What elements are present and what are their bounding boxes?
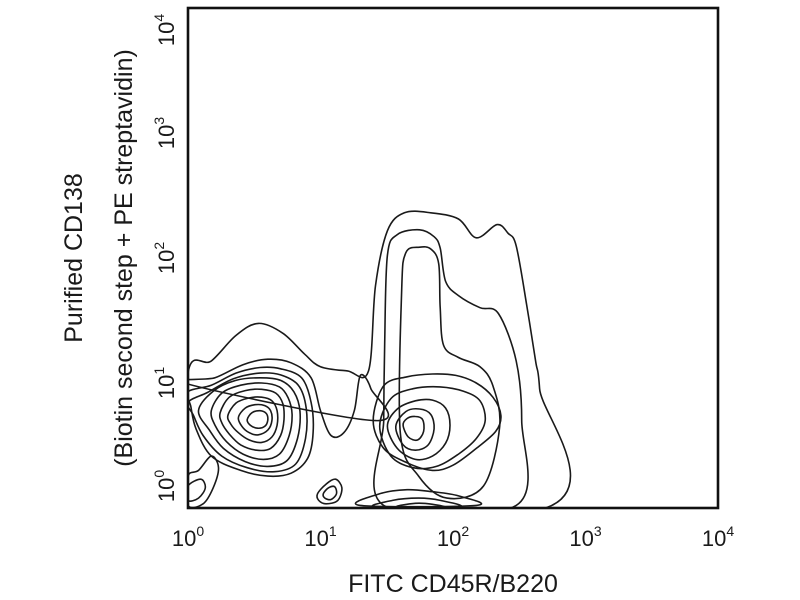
- contour-line-l8: [237, 403, 273, 436]
- contour-line-l6: [218, 388, 285, 452]
- contour-line-c6: [386, 398, 451, 461]
- contour-line-l4: [197, 377, 301, 468]
- contour-line-outer: [188, 210, 572, 508]
- contour-line-b2: [188, 478, 207, 502]
- contour-line-c2: [373, 228, 529, 508]
- y-axis-subtitle: (Biotin second step + PE streptavidin): [110, 49, 138, 467]
- contour-line-l9: [246, 409, 269, 430]
- y-tick-label: 101: [151, 367, 179, 399]
- contour-line-l7: [226, 396, 279, 444]
- contour-line-b3: [316, 478, 343, 505]
- plot-frame: [186, 6, 720, 510]
- contour-line-l1: [188, 358, 390, 439]
- x-tick-label: 104: [702, 523, 734, 551]
- contour-line-l2: [188, 366, 315, 478]
- x-axis-title: FITC CD45R/B220: [348, 570, 558, 598]
- contour-line-c4: [372, 373, 502, 472]
- contour-line-c5: [378, 385, 487, 470]
- contour-line-l3: [188, 372, 308, 473]
- y-tick-label: 102: [151, 242, 179, 274]
- contour-line-c7: [394, 407, 435, 451]
- contour-line-b1: [188, 455, 220, 508]
- contour-line-b4: [322, 485, 338, 501]
- y-tick-label: 100: [151, 470, 179, 502]
- x-axis-ticks: 100 101 102 103 104: [172, 523, 734, 551]
- contour-lines: [188, 210, 572, 508]
- y-axis-title: Purified CD138: [60, 173, 88, 343]
- contour-line-c3: [398, 245, 501, 500]
- contour-line-l5: [210, 382, 293, 461]
- x-tick-label: 101: [304, 523, 336, 551]
- x-tick-label: 100: [172, 523, 204, 551]
- y-tick-label: 103: [151, 117, 179, 149]
- contour-line-b5: [354, 488, 483, 508]
- y-tick-label: 104: [151, 14, 179, 46]
- x-tick-label: 102: [437, 523, 469, 551]
- y-axis-ticks: 100 101 102 103 104: [151, 14, 179, 502]
- contour-line-c8: [402, 415, 425, 442]
- x-tick-label: 103: [569, 523, 601, 551]
